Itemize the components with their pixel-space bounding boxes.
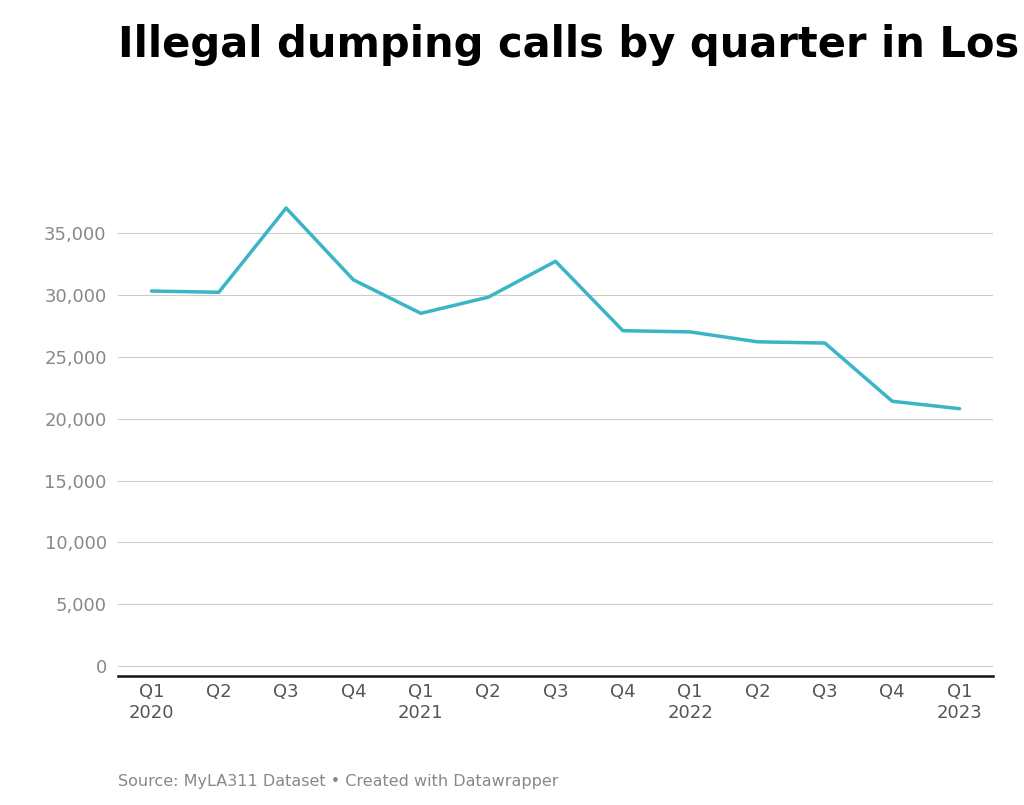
Text: Source: MyLA311 Dataset • Created with Datawrapper: Source: MyLA311 Dataset • Created with D…: [118, 774, 558, 789]
Text: Illegal dumping calls by quarter in Los Angeles: Illegal dumping calls by quarter in Los …: [118, 24, 1024, 66]
